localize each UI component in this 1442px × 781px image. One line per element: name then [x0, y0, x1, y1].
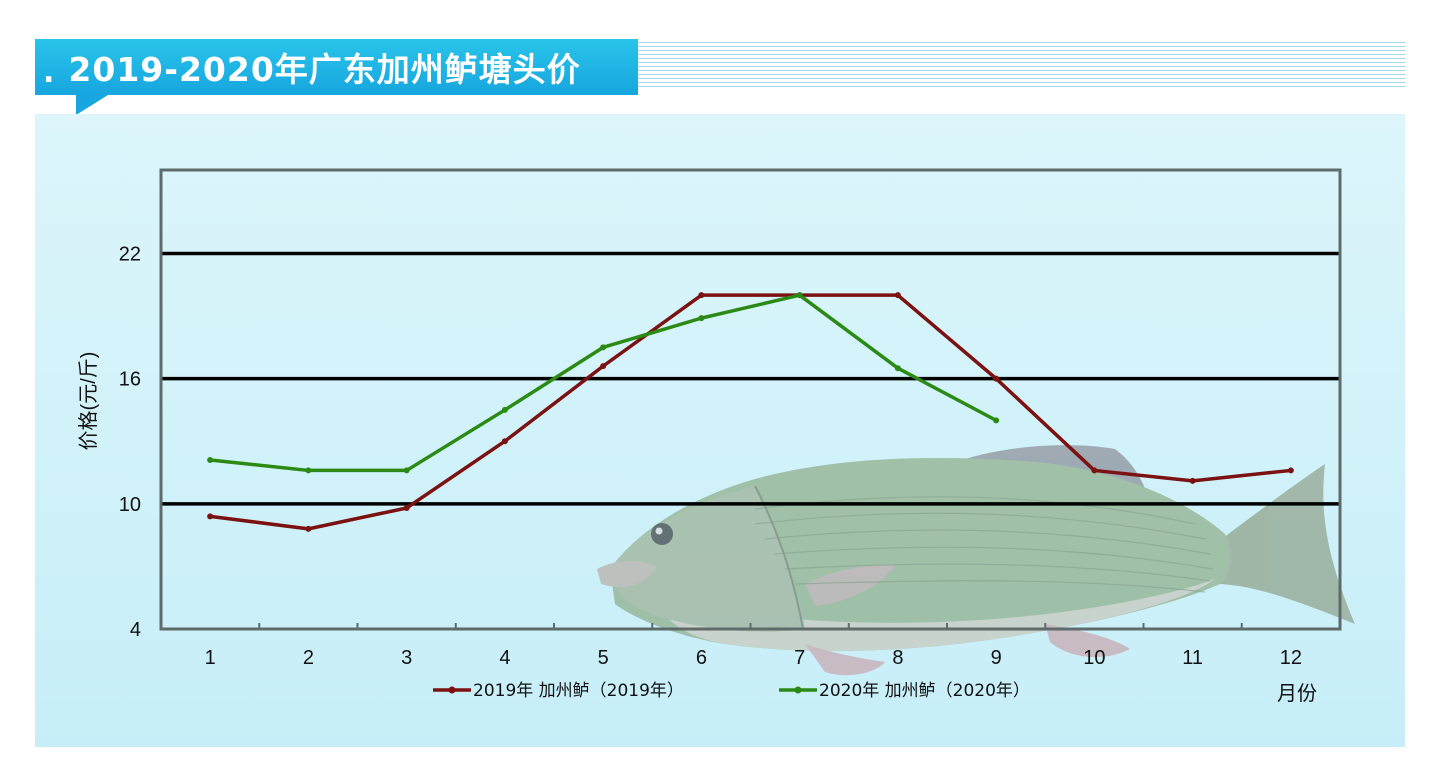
series-lines — [207, 292, 1294, 532]
title-dot: . — [43, 55, 55, 90]
data-point — [501, 406, 508, 413]
data-point — [993, 417, 1000, 424]
gridlines — [161, 251, 1340, 506]
legend: 2019年 加州鲈（2019年） 2020年 加州鲈（2020年） — [433, 681, 1030, 701]
y-tick-label: 10 — [119, 494, 141, 516]
data-point — [600, 363, 607, 370]
data-point — [894, 365, 901, 372]
data-point — [993, 375, 1000, 382]
legend-label: 2020年 加州鲈（2020年） — [819, 681, 1030, 701]
x-tick-label: 3 — [401, 647, 412, 669]
x-tick-labels: 1 2 3 4 5 6 7 8 9 10 11 12 — [205, 647, 1302, 669]
y-axis-title: 价格(元/斤) — [77, 352, 100, 451]
legend-marker — [794, 686, 802, 694]
y-tick-label: 16 — [119, 369, 141, 391]
x-tick-label: 1 — [205, 647, 216, 669]
data-point — [501, 438, 508, 445]
x-axis-title: 月份 — [1277, 682, 1317, 705]
x-tick-label: 11 — [1182, 647, 1203, 669]
data-point — [305, 525, 312, 532]
header-stripe-band — [638, 42, 1405, 90]
page-title: 2019-2020年广东加州鲈塘头价 — [68, 50, 581, 89]
x-tick-label: 5 — [598, 647, 609, 669]
axis-ticks — [160, 623, 1341, 629]
data-point — [403, 504, 410, 511]
data-point — [403, 467, 410, 474]
x-tick-label: 6 — [696, 647, 707, 669]
banner-tail — [76, 95, 108, 115]
data-point — [698, 292, 705, 299]
series-line-1 — [209, 293, 997, 473]
legend-marker — [448, 686, 456, 694]
data-point — [1091, 467, 1098, 474]
series-line-0 — [209, 293, 1292, 531]
x-tick-label: 8 — [892, 647, 903, 669]
data-point — [796, 292, 803, 299]
data-point — [698, 315, 705, 322]
data-point — [207, 457, 214, 464]
legend-label: 2019年 加州鲈（2019年） — [473, 681, 684, 701]
x-tick-label: 12 — [1280, 647, 1302, 669]
data-point — [207, 513, 214, 520]
data-point — [600, 344, 607, 351]
x-tick-label: 4 — [499, 647, 510, 669]
title-banner: . 2019-2020年广东加州鲈塘头价 — [35, 39, 638, 95]
y-tick-label: 22 — [119, 243, 141, 265]
y-tick-label: 4 — [130, 619, 141, 641]
data-point — [1189, 477, 1196, 484]
x-tick-label: 7 — [794, 647, 805, 669]
x-tick-label: 2 — [303, 647, 314, 669]
x-tick-label: 9 — [991, 647, 1002, 669]
data-point — [894, 292, 901, 299]
x-tick-label: 10 — [1083, 647, 1105, 669]
fish-illustration — [597, 445, 1355, 676]
chart-panel: 4 10 16 22 1 2 3 4 5 6 7 8 9 10 11 12 价格(元/斤) 月份 2019年… — [35, 114, 1405, 747]
data-point — [1287, 467, 1294, 474]
data-point — [305, 467, 312, 474]
y-tick-labels: 4 10 16 22 — [119, 243, 141, 641]
